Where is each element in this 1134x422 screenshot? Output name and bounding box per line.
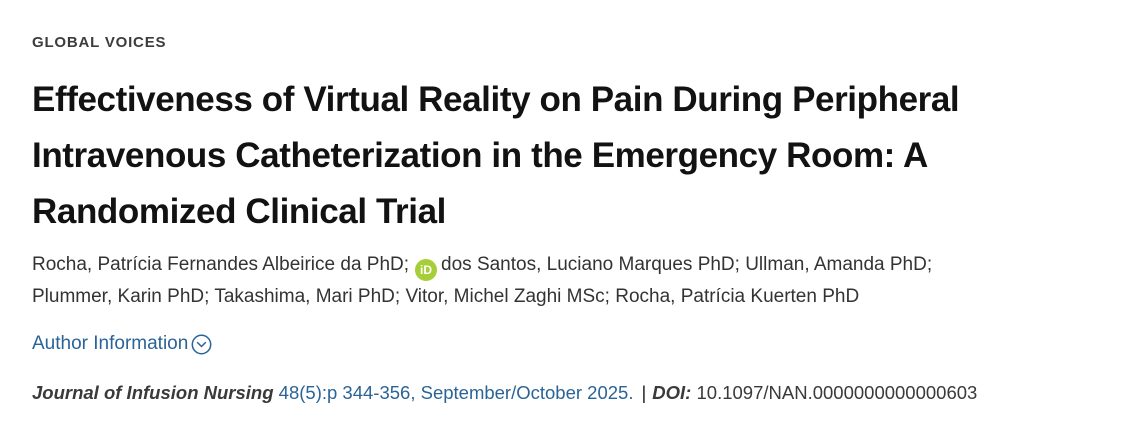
article-title-line-1: Effectiveness of Virtual Reality on Pain…: [32, 80, 960, 119]
author-line-1: Rocha, Patrícia Fernandes Albeirice da P…: [32, 249, 1102, 281]
author-line-2: Plummer, Karin PhD; Takashima, Mari PhD;…: [32, 286, 860, 307]
doi-value: 10.1097/NAN.0000000000000603: [696, 382, 978, 403]
chevron-down-circle-icon: [191, 334, 212, 355]
article-title: Effectiveness of Virtual Reality on Pain…: [32, 72, 1102, 240]
pipe-separator: |: [641, 382, 647, 403]
article-title-line-3: Randomized Clinical Trial: [32, 192, 446, 231]
journal-name: Journal of Infusion Nursing: [32, 382, 274, 403]
author-names-after-orcid: dos Santos, Luciano Marques PhD; Ullman,…: [441, 254, 933, 275]
article-title-line-2: Intravenous Catheterization in the Emerg…: [32, 136, 928, 175]
author-information-link[interactable]: Author Information: [32, 332, 212, 355]
author-information-label: Author Information: [32, 332, 189, 354]
orcid-icon[interactable]: iD: [415, 259, 438, 281]
citation-line: Journal of Infusion Nursing 48(5):p 344-…: [32, 382, 1102, 404]
doi-label: DOI:: [652, 382, 692, 403]
article-header: GLOBAL VOICES Effectiveness of Virtual R…: [32, 34, 1102, 404]
author-list: Rocha, Patrícia Fernandes Albeirice da P…: [32, 249, 1102, 313]
section-eyebrow: GLOBAL VOICES: [32, 34, 167, 51]
author-names-before-orcid: Rocha, Patrícia Fernandes Albeirice da P…: [32, 254, 410, 275]
issue-pages-date-link[interactable]: 48(5):p 344-356, September/October 2025.: [278, 382, 634, 403]
